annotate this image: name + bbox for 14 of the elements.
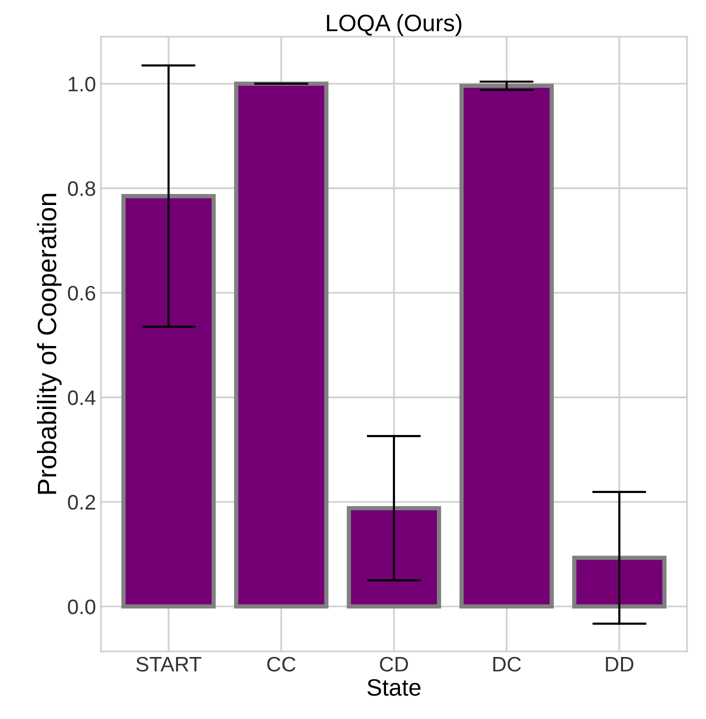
x-tick-label: CC bbox=[267, 656, 296, 672]
y-tick-label: 0.6 bbox=[68, 286, 96, 301]
x-tick-label: CD bbox=[380, 656, 408, 672]
y-tick-label: 0.8 bbox=[68, 181, 96, 196]
x-tick-label: DD bbox=[606, 657, 634, 672]
y-axis-title: Probability of Cooperation bbox=[36, 194, 62, 494]
y-tick-label: 0.4 bbox=[68, 390, 96, 406]
x-tick-label: DC bbox=[493, 656, 521, 672]
chart-title: LOQA (Ours) bbox=[327, 14, 462, 36]
x-axis-title: State bbox=[367, 679, 420, 696]
x-tick-label: START bbox=[136, 656, 202, 672]
y-tick-label: 0.2 bbox=[68, 494, 96, 510]
y-tick-label: 0.0 bbox=[68, 599, 96, 614]
y-tick-label: 1.0 bbox=[68, 76, 96, 92]
